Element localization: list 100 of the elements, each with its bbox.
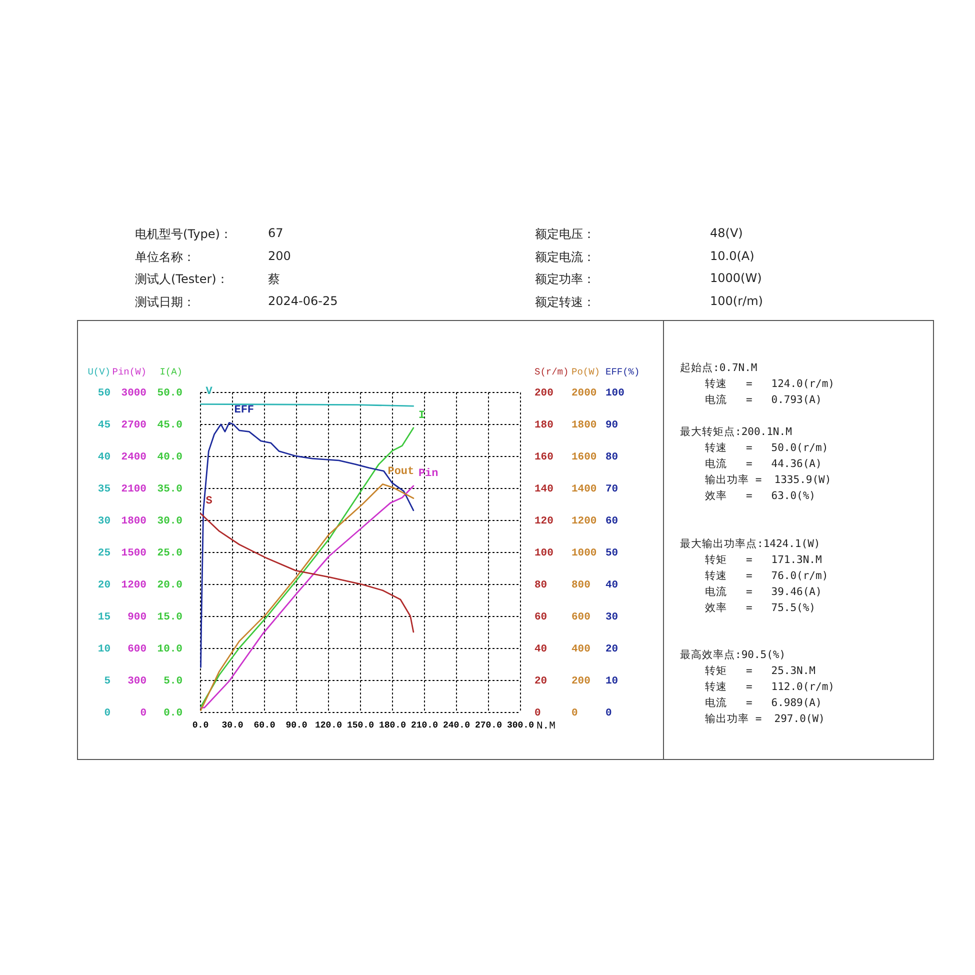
text: 100(r/m) xyxy=(710,294,763,308)
y3-tick-label: 25 xyxy=(98,548,110,560)
series-label: S xyxy=(206,496,213,508)
y3-tick-label: 50 xyxy=(98,388,110,400)
text: 起始点:0.7N.M xyxy=(680,361,758,375)
y-tick-label: 20.0 xyxy=(157,580,182,592)
text: 测试人(Tester)： xyxy=(135,271,228,288)
y3-tick-label: 10 xyxy=(606,676,618,688)
y2-tick-label: 2000 xyxy=(572,388,597,400)
x-tick-label: 180.0 xyxy=(378,720,406,730)
y3-tick-label: 30 xyxy=(98,516,110,528)
text: 1000(W) xyxy=(710,271,762,285)
text: 蔡 xyxy=(268,271,280,288)
y2-axis-title: Pin(W) xyxy=(112,366,146,378)
y2-tick-label: 3000 xyxy=(121,388,146,400)
y-tick-label: 10.0 xyxy=(157,644,182,656)
text: 10.0(A) xyxy=(710,248,754,262)
y-tick-label: 140 xyxy=(534,484,554,496)
text: 最大输出功率点:1424.1(W) xyxy=(680,537,820,551)
y3-tick-label: 20 xyxy=(606,644,618,656)
y2-tick-label: 2700 xyxy=(121,420,146,432)
y2-tick-label: 0 xyxy=(140,708,146,720)
y2-tick-label: 2400 xyxy=(121,452,146,464)
text: 转矩 = 171.3N.M xyxy=(705,553,822,567)
y-axis-title: I(A) xyxy=(160,366,182,378)
y3-tick-label: 20 xyxy=(98,580,110,592)
text: 电机型号(Type)： xyxy=(135,226,232,243)
y2-tick-label: 1800 xyxy=(121,516,146,528)
y2-tick-label: 1400 xyxy=(572,484,597,496)
x-tick-label: 270.0 xyxy=(474,720,502,730)
y-tick-label: 5.0 xyxy=(164,676,182,688)
x-tick-label: 120.0 xyxy=(314,720,342,730)
y2-tick-label: 300 xyxy=(128,676,146,688)
y3-tick-label: 0 xyxy=(606,708,612,720)
y-tick-label: 160 xyxy=(534,452,554,464)
text: 额定电压： xyxy=(535,226,595,243)
x-tick-label: 30.0 xyxy=(222,720,244,730)
text: 电流 = 44.36(A) xyxy=(705,457,822,471)
text: 额定功率： xyxy=(535,271,595,288)
y2-tick-label: 200 xyxy=(572,676,590,688)
y3-tick-label: 35 xyxy=(98,484,110,496)
x-tick-label: 0.0 xyxy=(192,720,209,730)
x-tick-label: 150.0 xyxy=(346,720,374,730)
y-tick-label: 30.0 xyxy=(157,516,182,528)
y3-tick-label: 50 xyxy=(606,548,618,560)
text: 电流 = 39.46(A) xyxy=(705,585,822,599)
x-tick-label: 300.0 xyxy=(506,720,534,730)
text: 输出功率 = 297.0(W) xyxy=(705,712,825,726)
text: 电流 = 6.989(A) xyxy=(705,696,822,710)
series-label: Pin xyxy=(418,468,438,480)
text: 转速 = 124.0(r/m) xyxy=(705,377,834,391)
y-tick-label: 40.0 xyxy=(157,452,182,464)
text: 效率 = 75.5(%) xyxy=(705,601,816,615)
y2-tick-label: 1200 xyxy=(121,580,146,592)
y-tick-label: 0.0 xyxy=(164,708,182,720)
x-tick-label: 210.0 xyxy=(410,720,438,730)
y-tick-label: 180 xyxy=(534,420,554,432)
y2-tick-label: 1800 xyxy=(572,420,597,432)
y3-tick-label: 100 xyxy=(606,388,624,400)
y-tick-label: 80 xyxy=(534,580,548,592)
series-label: EFF xyxy=(234,404,254,417)
y2-tick-label: 800 xyxy=(572,580,590,592)
text: 效率 = 63.0(%) xyxy=(705,489,816,503)
y2-axis-title: Po(W) xyxy=(572,366,600,378)
y2-tick-label: 1500 xyxy=(121,548,146,560)
text: 转速 = 76.0(r/m) xyxy=(705,569,828,583)
y-tick-label: 200 xyxy=(534,388,554,400)
x-tick-label: 60.0 xyxy=(254,720,276,730)
y2-tick-label: 2100 xyxy=(121,484,146,496)
x-tick-label: 240.0 xyxy=(442,720,470,730)
line-series xyxy=(200,422,414,668)
y3-tick-label: 0 xyxy=(104,708,110,720)
y-tick-label: 35.0 xyxy=(157,484,182,496)
y3-tick-label: 10 xyxy=(98,644,110,656)
y-tick-label: 20 xyxy=(534,676,548,688)
y3-tick-label: 40 xyxy=(606,580,618,592)
y3-axis-title: U(V) xyxy=(88,366,110,378)
text: 最大转矩点:200.1N.M xyxy=(680,425,792,439)
y2-tick-label: 600 xyxy=(128,644,146,656)
y2-tick-label: 0 xyxy=(572,708,578,720)
text: 48(V) xyxy=(710,226,743,240)
text: 额定转速： xyxy=(535,294,595,310)
y3-tick-label: 15 xyxy=(98,612,110,624)
x-tick-label: 90.0 xyxy=(286,720,308,730)
y3-axis-title: EFF(%) xyxy=(606,366,640,378)
text: 电流 = 0.793(A) xyxy=(705,393,822,407)
y3-tick-label: 45 xyxy=(98,420,110,432)
text: 转矩 = 25.3N.M xyxy=(705,664,816,678)
text: 额定电流： xyxy=(535,248,595,266)
text: 转速 = 112.0(r/m) xyxy=(705,680,834,694)
series-label: I xyxy=(418,410,426,422)
y3-tick-label: 90 xyxy=(606,420,618,432)
y-tick-label: 60 xyxy=(534,612,548,624)
y3-tick-label: 70 xyxy=(606,484,618,496)
y-axis-title: S(r/m) xyxy=(534,366,569,378)
y2-tick-label: 400 xyxy=(572,644,590,656)
y-tick-label: 25.0 xyxy=(157,548,182,560)
text: 测试日期： xyxy=(135,294,195,310)
series-label: V xyxy=(206,386,213,398)
series-label: Pout xyxy=(388,466,414,478)
